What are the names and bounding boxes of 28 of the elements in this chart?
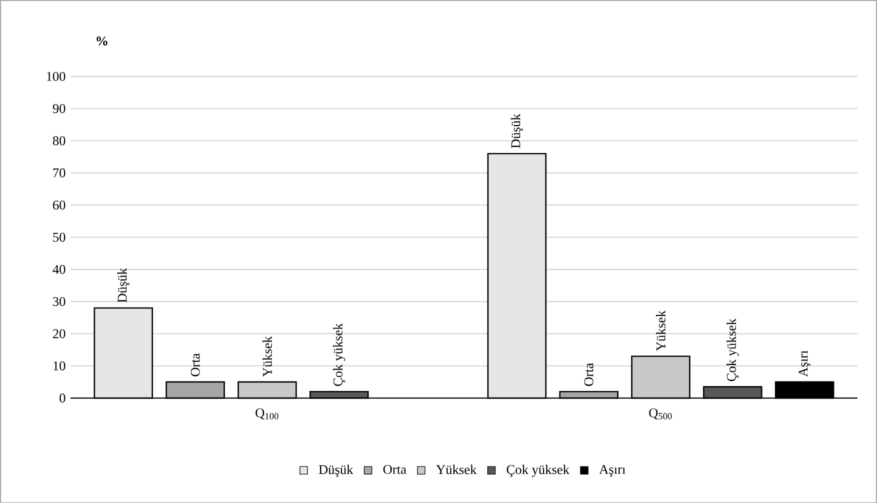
y-tick-label: 60 — [52, 200, 66, 210]
y-tick-label: 90 — [52, 104, 66, 113]
legend-label: Düşük — [318, 464, 354, 477]
y-tick-label: 20 — [53, 329, 66, 338]
text: Düşük — [117, 268, 130, 302]
legend-label: Yüksek — [436, 464, 477, 474]
x-tick-label: Q$_{100}$ — [256, 408, 278, 420]
legend-label: Aşırı — [599, 464, 626, 476]
text: Yüksek — [656, 310, 666, 351]
y-tick-label: 100 — [46, 72, 66, 81]
text: Yüksek — [262, 336, 272, 376]
text: Çok yüksek — [726, 318, 739, 381]
text: Orta — [584, 362, 594, 386]
x-tick-label: Q$_{500}$ — [649, 408, 672, 420]
y-tick-label: 30 — [53, 296, 66, 306]
y-tick-label: 10 — [54, 361, 66, 370]
text: Düşük — [510, 114, 523, 148]
y-tick-label: 50 — [53, 232, 66, 242]
text: Aşırı — [798, 350, 810, 377]
text: Çok yüksek — [333, 323, 346, 386]
y-tick-label: 80 — [52, 136, 66, 146]
y-tick-label: 0 — [60, 393, 66, 402]
y-axis-title: % — [96, 36, 108, 46]
y-tick-label: 40 — [52, 264, 66, 274]
y-tick-label: 70 — [53, 168, 66, 178]
legend-label: Orta — [383, 464, 406, 474]
text: Orta — [190, 353, 200, 376]
legend-label: Çok yüksek — [506, 464, 570, 477]
